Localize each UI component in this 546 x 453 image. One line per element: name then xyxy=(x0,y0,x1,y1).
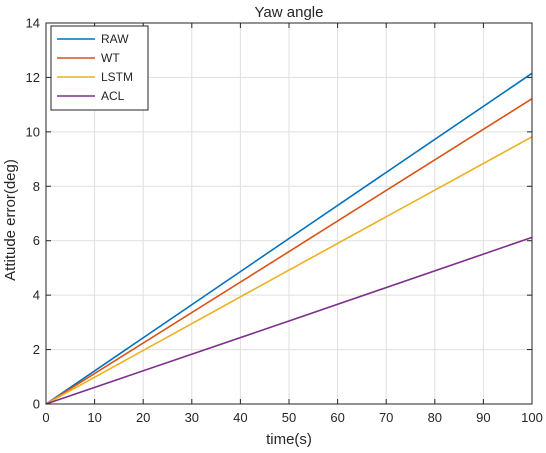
x-tick-label: 70 xyxy=(379,410,393,425)
y-tick-label: 8 xyxy=(33,179,40,194)
series-line-wt xyxy=(45,98,533,405)
x-axis-label: time(s) xyxy=(266,431,312,448)
legend-label-raw: RAW xyxy=(101,32,129,46)
axis-ticks: 0 10 20 30 40 50 60 70 80 90 100 0 2 4 6 8 10 12 14 xyxy=(26,16,543,426)
y-tick-label: 14 xyxy=(26,16,40,31)
x-tick-label: 40 xyxy=(233,410,247,425)
chart-title: Yaw angle xyxy=(255,4,324,21)
x-tick-label: 10 xyxy=(87,410,101,425)
x-tick-label: 0 xyxy=(42,410,49,425)
series-line-acl xyxy=(45,236,533,405)
legend-label-wt: WT xyxy=(101,51,120,65)
x-tick-label: 20 xyxy=(136,410,150,425)
series-lines xyxy=(45,72,533,405)
x-tick-label: 80 xyxy=(428,410,442,425)
series-line-raw xyxy=(45,72,533,405)
y-axis-label: Attitude error(deg) xyxy=(2,159,19,281)
x-tick-label: 60 xyxy=(330,410,344,425)
x-tick-label: 100 xyxy=(521,410,543,425)
x-tick-label: 30 xyxy=(185,410,199,425)
y-tick-label: 4 xyxy=(33,288,40,303)
y-tick-label: 6 xyxy=(33,233,40,248)
y-tick-label: 12 xyxy=(26,70,40,85)
legend-label-acl: ACL xyxy=(101,89,125,103)
y-tick-label: 0 xyxy=(33,397,40,412)
series-line-lstm xyxy=(45,136,533,405)
y-tick-label: 10 xyxy=(26,124,40,139)
x-tick-label: 50 xyxy=(282,410,296,425)
x-tick-label: 90 xyxy=(476,410,490,425)
legend: RAW WT LSTM ACL xyxy=(50,25,149,111)
legend-label-lstm: LSTM xyxy=(101,70,133,84)
y-tick-label: 2 xyxy=(33,342,40,357)
